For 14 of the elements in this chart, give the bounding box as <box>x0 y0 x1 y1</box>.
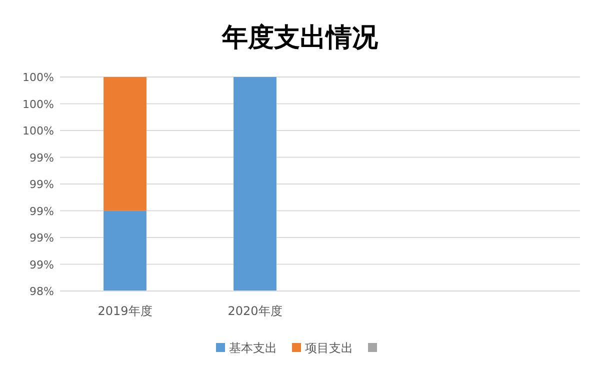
y-tick-label: 99% <box>30 151 54 164</box>
y-tick-label: 100% <box>22 71 54 84</box>
y-tick-label: 100% <box>22 124 54 138</box>
y-tick-label: 99% <box>30 178 54 191</box>
y-tick-label: 98% <box>30 285 54 298</box>
x-tick-label: 2019年度 <box>98 304 152 318</box>
x-tick-label: 2020年度 <box>228 304 282 318</box>
y-tick-label: 100% <box>22 98 54 111</box>
y-tick-label: 99% <box>30 232 54 244</box>
legend-label: 项目支出 <box>305 341 353 355</box>
legend-label: 基本支出 <box>229 341 277 355</box>
y-tick-label: 99% <box>30 258 54 272</box>
y-tick-label: 99% <box>30 204 54 218</box>
chart-title: 年度支出情况 <box>221 23 379 53</box>
